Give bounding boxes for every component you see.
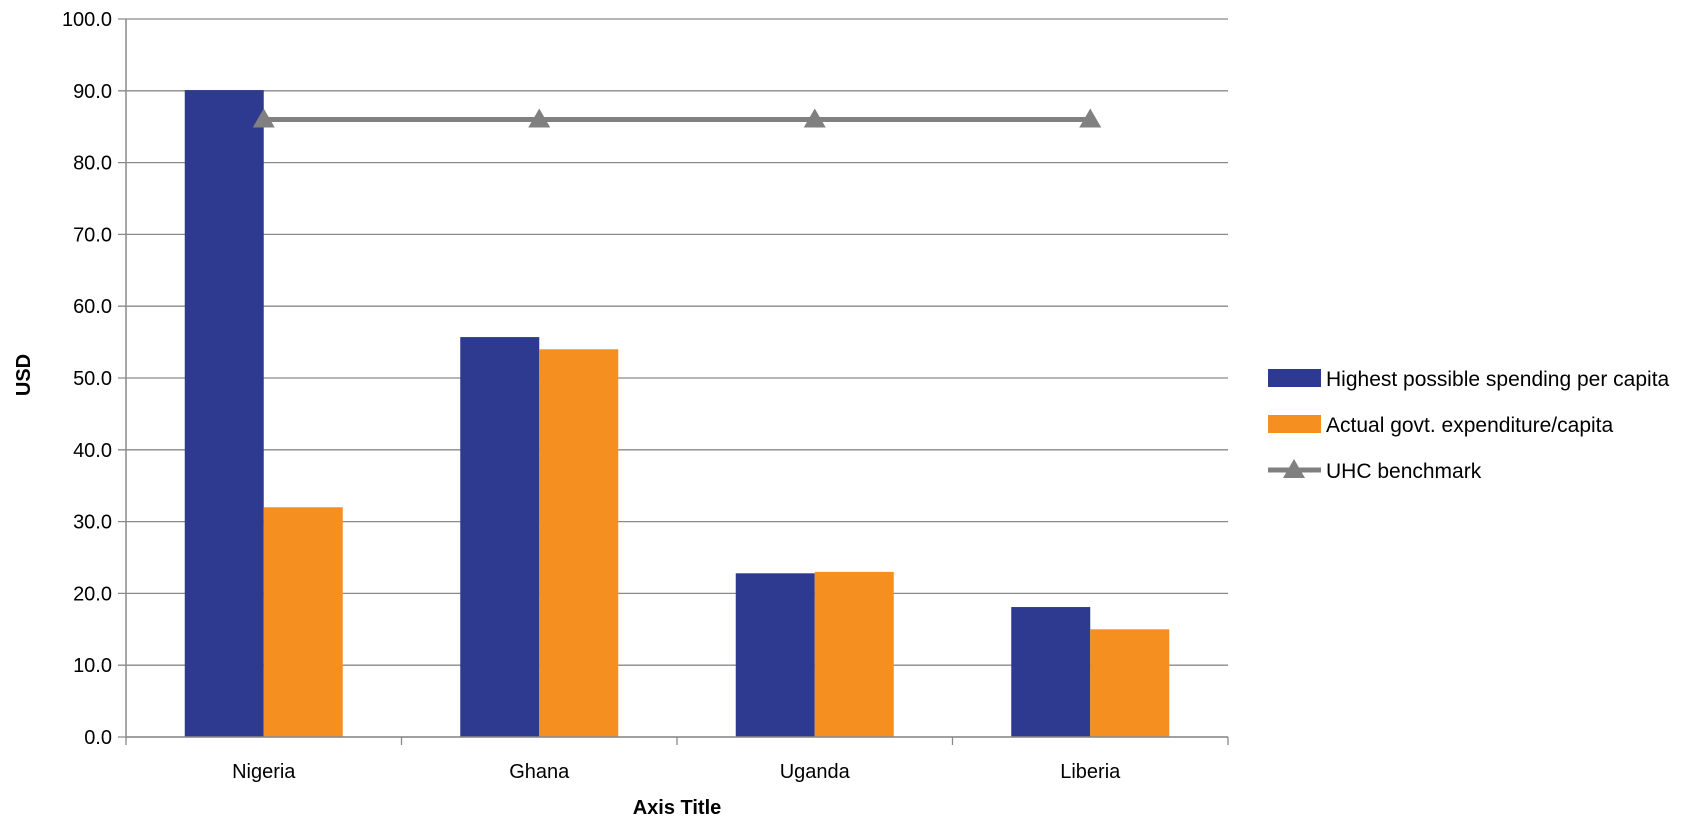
y-tick-labels: 0.0 10.0 20.0 30.0 40.0 50.0 60.0 70.0 80.0 90.0 1…	[62, 9, 112, 749]
x-tick-labels: Nigeria Ghana Uganda Liberia	[232, 761, 1121, 783]
y-axis-title: USD	[13, 354, 35, 396]
y-tick-label: 30.0	[73, 512, 112, 534]
y-tick-label: 90.0	[73, 81, 112, 103]
bar	[1090, 629, 1170, 737]
legend-swatch	[1268, 415, 1321, 433]
y-tick-label: 20.0	[73, 583, 112, 605]
triangle-marker	[803, 108, 826, 128]
axes	[125, 19, 1229, 745]
x-axis-title: Axis Title	[633, 797, 722, 817]
triangle-marker	[252, 108, 275, 128]
y-tick-label: 50.0	[73, 368, 112, 390]
x-tick-label: Liberia	[1060, 761, 1121, 783]
bar	[814, 571, 894, 737]
legend-label: Actual govt. expenditure/capita	[1326, 414, 1614, 437]
y-tick-label: 10.0	[73, 655, 112, 677]
y-tick-label: 0.0	[84, 727, 112, 749]
bar	[735, 573, 815, 737]
benchmark-line	[252, 108, 1102, 128]
x-tick-label: Nigeria	[232, 761, 296, 783]
x-tick-label: Uganda	[780, 761, 851, 783]
legend-marker	[1283, 459, 1305, 478]
bars	[184, 90, 1170, 737]
bar	[263, 507, 343, 737]
y-tick-label: 100.0	[62, 9, 112, 31]
x-tick-label: Ghana	[509, 761, 570, 783]
legend: Highest possible spending per capita Actu…	[1268, 368, 1670, 483]
bar	[539, 349, 619, 737]
y-tick-label: 70.0	[73, 224, 112, 246]
bar	[460, 337, 540, 737]
bar	[1011, 607, 1091, 737]
triangle-marker	[1079, 108, 1102, 128]
triangle-marker	[528, 108, 551, 128]
legend-swatch	[1268, 369, 1321, 387]
legend-label: Highest possible spending per capita	[1326, 368, 1670, 391]
y-tick-label: 60.0	[73, 296, 112, 318]
y-tick-label: 40.0	[73, 440, 112, 462]
legend-label: UHC benchmark	[1326, 460, 1482, 483]
y-tick-label: 80.0	[73, 153, 112, 175]
bar	[184, 90, 264, 737]
